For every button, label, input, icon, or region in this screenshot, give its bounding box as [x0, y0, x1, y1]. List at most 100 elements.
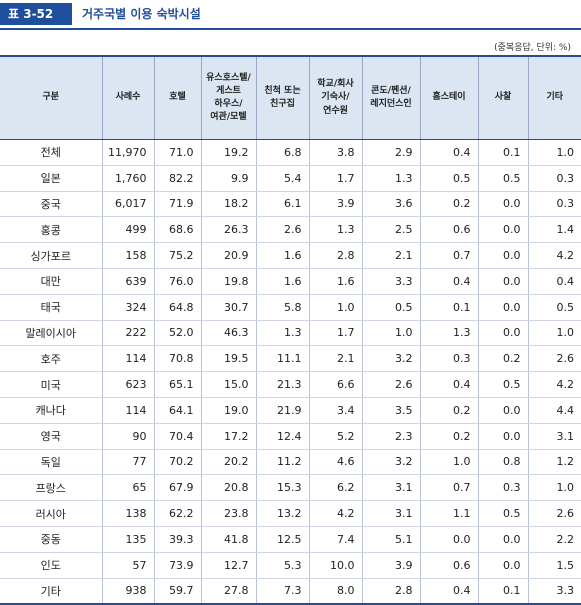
table-cell: 4.2	[527, 242, 581, 269]
table-row: 미국 623 65.1 15.0 21.3 6.6 2.6 0.4 0.5 4.2	[0, 371, 581, 398]
table-cell: 6,017	[101, 191, 154, 218]
table-cell: 0.0	[477, 552, 528, 579]
table-cell: 27.8	[200, 578, 256, 605]
table-cell: 3.9	[308, 191, 362, 218]
table-cell: 6.8	[255, 139, 309, 166]
row-label: 영국	[0, 423, 102, 450]
row-label: 홍콩	[0, 216, 102, 244]
table-cell: 2.6	[361, 371, 420, 398]
table-cell: 5.3	[255, 552, 309, 579]
table-cell: 3.9	[361, 552, 420, 579]
table-row: 대만 639 76.0 19.8 1.6 1.6 3.3 0.4 0.0 0.4	[0, 268, 581, 295]
table-cell: 4.4	[527, 397, 581, 424]
table-cell: 70.4	[153, 423, 201, 450]
table-cell: 222	[101, 320, 154, 347]
table-row: 프랑스 65 67.9 20.8 15.3 6.2 3.1 0.7 0.3 1.0	[0, 474, 581, 502]
table-cell: 59.7	[153, 578, 201, 605]
table-cell: 77	[101, 449, 154, 476]
table-row: 전체 11,970 71.0 19.2 6.8 3.8 2.9 0.4 0.1 1.0	[0, 139, 581, 166]
table-cell: 0.7	[419, 242, 478, 269]
table-cell: 0.0	[477, 320, 528, 347]
table-cell: 12.5	[255, 526, 309, 553]
row-label: 호주	[0, 345, 102, 373]
table-cell: 41.8	[200, 526, 256, 553]
table-cell: 0.2	[419, 191, 478, 218]
table-cell: 1.0	[527, 139, 581, 166]
table-cell: 0.3	[419, 345, 478, 373]
row-label: 중동	[0, 526, 102, 553]
table-cell: 1.6	[255, 268, 309, 295]
row-label: 대만	[0, 268, 102, 295]
column-header-dormitory: 학교/회사 기숙사/ 연수원	[308, 55, 362, 140]
row-label: 태국	[0, 294, 102, 321]
table-cell: 0.3	[527, 165, 581, 192]
table-cell: 2.6	[527, 500, 581, 527]
table-cell: 0.3	[527, 191, 581, 218]
table-cell: 5.4	[255, 165, 309, 192]
header-row: 구분 사례수 호텔 유스호스텔/ 게스트 하우스/ 여관/모텔 친척 또는 친구…	[0, 55, 581, 140]
table-row: 캐나다 114 64.1 19.0 21.9 3.4 3.5 0.2 0.0 4.4	[0, 397, 581, 424]
table-cell: 1.4	[527, 216, 581, 244]
column-header-hostel: 유스호스텔/ 게스트 하우스/ 여관/모텔	[200, 55, 256, 140]
table-row: 영국 90 70.4 17.2 12.4 5.2 2.3 0.2 0.0 3.1	[0, 423, 581, 450]
row-label: 중국	[0, 191, 102, 218]
table-cell: 10.0	[308, 552, 362, 579]
table-cell: 6.2	[308, 474, 362, 502]
table-cell: 0.0	[477, 526, 528, 553]
table-cell: 1.3	[419, 320, 478, 347]
column-header-relatives: 친척 또는 친구집	[255, 55, 309, 140]
table-cell: 0.5	[361, 294, 420, 321]
table-number-label: 표 3-52	[0, 3, 72, 25]
table-cell: 11.2	[255, 449, 309, 476]
table-cell: 70.2	[153, 449, 201, 476]
table-cell: 499	[101, 216, 154, 244]
table-row: 호주 114 70.8 19.5 11.1 2.1 3.2 0.3 0.2 2.6	[0, 345, 581, 373]
table-cell: 1.7	[308, 320, 362, 347]
table-cell: 2.2	[527, 526, 581, 553]
table-cell: 2.1	[308, 345, 362, 373]
table-cell: 2.5	[361, 216, 420, 244]
row-label: 전체	[0, 139, 102, 166]
row-label: 기타	[0, 578, 102, 605]
table-cell: 82.2	[153, 165, 201, 192]
table-cell: 4.6	[308, 449, 362, 476]
table-cell: 0.6	[419, 552, 478, 579]
table-cell: 4.2	[527, 371, 581, 398]
row-label: 캐나다	[0, 397, 102, 424]
table-body: 전체 11,970 71.0 19.2 6.8 3.8 2.9 0.4 0.1 1.0 일본 1,76…	[0, 139, 581, 605]
row-label: 일본	[0, 165, 102, 192]
table-cell: 3.6	[361, 191, 420, 218]
table-cell: 76.0	[153, 268, 201, 295]
table-cell: 11.1	[255, 345, 309, 373]
table-cell: 0.3	[477, 474, 528, 502]
table-cell: 1.3	[308, 216, 362, 244]
table-row: 일본 1,760 82.2 9.9 5.4 1.7 1.3 0.5 0.5 0.3	[0, 165, 581, 192]
table-cell: 20.8	[200, 474, 256, 502]
table-cell: 15.0	[200, 371, 256, 398]
table-cell: 2.1	[361, 242, 420, 269]
table-cell: 9.9	[200, 165, 256, 192]
table-cell: 1.0	[361, 320, 420, 347]
table-cell: 1.3	[361, 165, 420, 192]
table-cell: 0.1	[477, 139, 528, 166]
column-header-other: 기타	[527, 55, 581, 140]
table-cell: 1.0	[527, 474, 581, 502]
table-cell: 0.0	[477, 216, 528, 244]
table-cell: 23.8	[200, 500, 256, 527]
table-cell: 70.8	[153, 345, 201, 373]
table-cell: 0.0	[477, 423, 528, 450]
table-cell: 3.1	[361, 474, 420, 502]
table-cell: 67.9	[153, 474, 201, 502]
table-cell: 114	[101, 397, 154, 424]
column-header-hotel: 호텔	[153, 55, 201, 140]
table-cell: 1.2	[527, 449, 581, 476]
table-cell: 8.0	[308, 578, 362, 605]
table-cell: 3.4	[308, 397, 362, 424]
table-cell: 0.6	[419, 216, 478, 244]
table-cell: 2.6	[527, 345, 581, 373]
table-cell: 62.2	[153, 500, 201, 527]
table-cell: 71.0	[153, 139, 201, 166]
table-cell: 11,970	[101, 139, 154, 166]
table-row: 태국 324 64.8 30.7 5.8 1.0 0.5 0.1 0.0 0.5	[0, 294, 581, 321]
table-row: 중동 135 39.3 41.8 12.5 7.4 5.1 0.0 0.0 2.2	[0, 526, 581, 553]
